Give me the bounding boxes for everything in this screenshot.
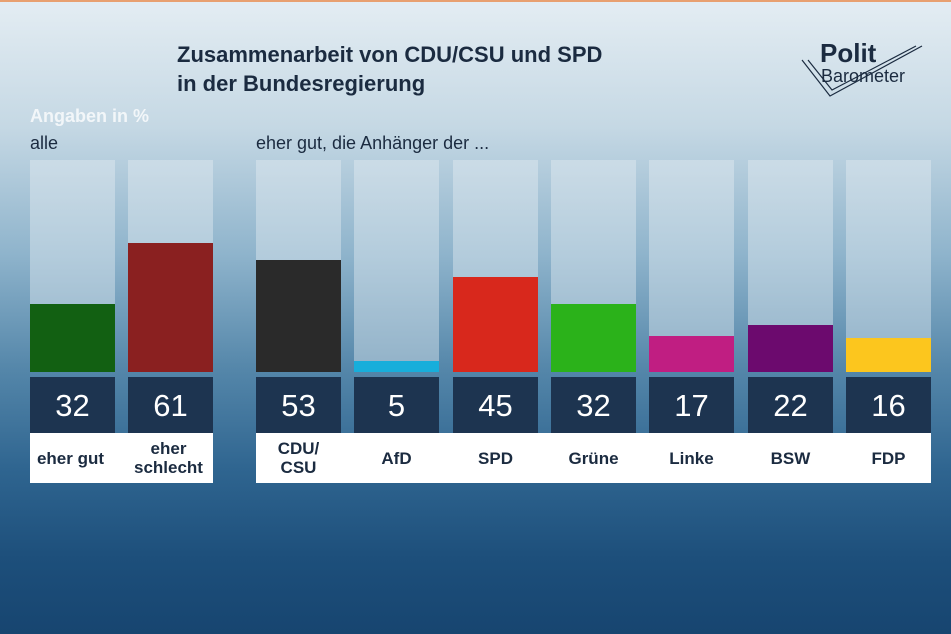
top-accent-line bbox=[0, 0, 951, 2]
unit-label: Angaben in % bbox=[30, 106, 150, 126]
bar-spd bbox=[453, 276, 538, 372]
label-row bbox=[30, 433, 213, 483]
value-label-spd: 45 bbox=[453, 377, 538, 433]
title-line-1: Zusammenarbeit von CDU/CSU und SPD bbox=[177, 42, 603, 67]
bar-fdp bbox=[846, 338, 931, 372]
category-label-fdp: FDP bbox=[871, 448, 906, 468]
category-label-afd: AfD bbox=[381, 448, 412, 468]
value-label-afd: 5 bbox=[354, 377, 439, 433]
politbarometer-logo: Polit Barometer bbox=[800, 38, 930, 98]
logo-polit: Polit bbox=[820, 38, 877, 68]
value-label-grüne: 32 bbox=[551, 377, 636, 433]
subtitle-supporters: eher gut, die Anhänger der ... bbox=[256, 133, 490, 153]
checkmark-icon bbox=[801, 45, 923, 97]
category-label-spd: SPD bbox=[478, 448, 513, 468]
title-line-2: in der Bundesregierung bbox=[177, 71, 426, 96]
bar-grüne bbox=[551, 304, 636, 372]
bar-cdu-csu bbox=[256, 259, 341, 372]
value-label-eher-gut: 32 bbox=[30, 377, 115, 433]
value-label-linke: 17 bbox=[649, 377, 734, 433]
subtitle-all: alle bbox=[30, 133, 59, 153]
category-label-eher-gut: eher gut bbox=[36, 448, 105, 468]
category-label-eher-schlecht: eher schlecht bbox=[134, 439, 203, 477]
value-label-cdu-csu: 53 bbox=[256, 377, 341, 433]
bar-linke bbox=[649, 335, 734, 372]
label-row bbox=[256, 433, 931, 483]
value-label-fdp: 16 bbox=[846, 377, 931, 433]
bar-bsw bbox=[748, 325, 833, 372]
logo-barometer: Barometer bbox=[821, 66, 906, 86]
bar-background-afd bbox=[354, 160, 439, 372]
category-label-linke: Linke bbox=[669, 448, 714, 468]
chart-title: Zusammenarbeit von CDU/CSU und SPD in de… bbox=[177, 40, 602, 98]
value-label-bsw: 22 bbox=[748, 377, 833, 433]
category-label-bsw: BSW bbox=[770, 448, 811, 468]
bar-eher-gut bbox=[30, 304, 115, 372]
bar-afd bbox=[354, 361, 439, 372]
category-label-cdu-csu: CDU/ CSU bbox=[277, 439, 320, 477]
bar-background-fdp bbox=[846, 160, 931, 372]
value-label-eher-schlecht: 61 bbox=[128, 377, 213, 433]
bar-eher-schlecht bbox=[128, 242, 213, 372]
category-label-grüne: Grüne bbox=[568, 448, 619, 468]
